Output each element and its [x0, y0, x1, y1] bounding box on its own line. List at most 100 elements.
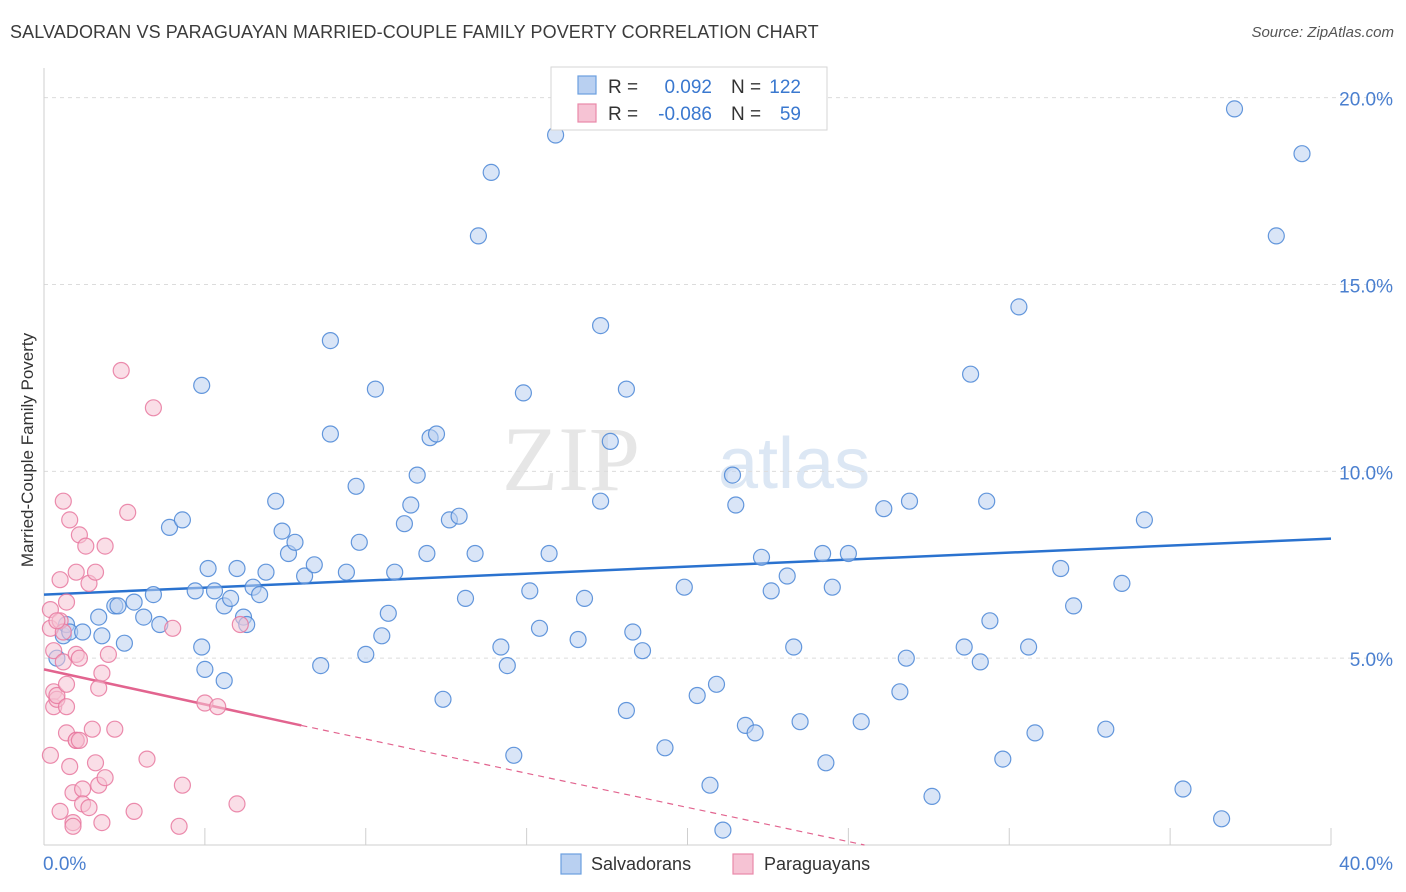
- point-salvadorans-50: [434, 690, 452, 708]
- legend-r-label-2: R =: [608, 104, 638, 125]
- point-paraguayans-43: [112, 361, 130, 380]
- point-salvadorans-4: [73, 623, 92, 641]
- point-salvadorans-98: [923, 787, 941, 806]
- legend-bottom-paraguayans: Paraguayans: [764, 854, 870, 874]
- point-salvadorans-27: [267, 492, 285, 510]
- point-salvadorans-55: [469, 227, 487, 245]
- point-salvadorans-104: [1010, 298, 1028, 316]
- watermark-zip: ZIP: [502, 408, 640, 510]
- point-salvadorans-58: [498, 656, 516, 675]
- point-paraguayans-54: [164, 619, 182, 637]
- series-salvadorans: [48, 100, 1311, 839]
- legend-swatch-salvadorans: [577, 75, 597, 95]
- data-points: [41, 100, 1311, 839]
- point-salvadorans-17: [193, 638, 211, 656]
- point-salvadorans-114: [955, 638, 973, 656]
- point-salvadorans-56: [482, 163, 500, 181]
- point-salvadorans-88: [791, 713, 809, 731]
- point-paraguayans-31: [80, 798, 98, 817]
- point-salvadorans-8: [109, 597, 127, 615]
- point-salvadorans-86: [778, 567, 796, 585]
- point-paraguayans-51: [209, 698, 227, 716]
- point-paraguayans-14: [57, 698, 76, 716]
- point-salvadorans-115: [1225, 100, 1244, 118]
- point-paraguayans-46: [138, 750, 156, 768]
- point-salvadorans-36: [337, 563, 355, 581]
- chart-title: SALVADORAN VS PARAGUAYAN MARRIED-COUPLE …: [10, 22, 819, 42]
- point-salvadorans-22: [228, 559, 246, 578]
- point-salvadorans-33: [312, 656, 330, 675]
- point-paraguayans-21: [67, 563, 85, 581]
- legend-n-label-2: N =: [731, 104, 761, 125]
- point-salvadorans-80: [723, 466, 742, 484]
- point-salvadorans-57: [492, 638, 510, 656]
- point-salvadorans-84: [752, 548, 771, 566]
- point-salvadorans-103: [994, 750, 1012, 768]
- point-salvadorans-117: [1293, 145, 1311, 163]
- point-salvadorans-5: [90, 608, 108, 626]
- point-paraguayans-27: [73, 780, 92, 798]
- point-salvadorans-16: [186, 582, 204, 600]
- point-paraguayans-57: [51, 802, 69, 821]
- point-paraguayans-20: [64, 817, 82, 835]
- point-paraguayans-37: [93, 813, 111, 832]
- point-salvadorans-100: [971, 653, 989, 671]
- point-paraguayans-32: [83, 720, 101, 738]
- point-salvadorans-38: [350, 533, 368, 551]
- legend-r-value-1: 0.092: [664, 77, 712, 98]
- point-salvadorans-94: [875, 500, 893, 518]
- point-salvadorans-83: [746, 724, 764, 742]
- point-salvadorans-68: [591, 492, 610, 510]
- point-salvadorans-63: [540, 544, 558, 563]
- point-salvadorans-109: [1097, 720, 1115, 738]
- point-paraguayans-45: [125, 802, 143, 821]
- legend-n-value-2: 59: [780, 104, 801, 125]
- point-salvadorans-108: [1064, 597, 1083, 615]
- point-salvadorans-15: [173, 511, 191, 529]
- point-salvadorans-30: [286, 533, 304, 551]
- point-salvadorans-79: [714, 821, 732, 839]
- point-salvadorans-14: [160, 518, 179, 537]
- legend-r-label-1: R =: [608, 77, 638, 98]
- point-salvadorans-32: [305, 556, 323, 574]
- point-salvadorans-113: [1113, 574, 1131, 593]
- legend-n-label-1: N =: [731, 77, 761, 98]
- point-paraguayans-44: [119, 503, 137, 522]
- source-label: Source: ZipAtlas.com: [1251, 24, 1394, 41]
- point-salvadorans-10: [125, 593, 143, 611]
- point-paraguayans-58: [70, 731, 89, 750]
- point-salvadorans-42: [379, 604, 397, 622]
- point-paraguayans-11: [54, 653, 72, 671]
- point-salvadorans-37: [347, 477, 365, 495]
- point-salvadorans-90: [817, 754, 835, 772]
- trend-line-paraguayans-extended: [301, 724, 865, 846]
- x-tick-label-min: 0.0%: [43, 854, 86, 875]
- trend-line-paraguayans: [43, 668, 302, 727]
- point-salvadorans-118: [193, 376, 211, 394]
- point-salvadorans-89: [813, 544, 832, 563]
- legend-bottom-salvadorans: Salvadorans: [591, 854, 691, 874]
- point-salvadorans-31: [296, 567, 314, 585]
- point-paraguayans-41: [99, 645, 118, 664]
- legend-bottom-swatch-salvadorans: [560, 853, 582, 875]
- point-paraguayans-35: [90, 679, 108, 697]
- point-salvadorans-99: [961, 365, 980, 383]
- point-salvadorans-46: [408, 466, 426, 484]
- y-tick-label-10: 10.0%: [1339, 463, 1393, 484]
- point-salvadorans-107: [1052, 559, 1070, 578]
- point-salvadorans-26: [257, 563, 275, 581]
- point-salvadorans-59: [505, 746, 523, 764]
- legend-n-value-1: 122: [769, 77, 801, 98]
- point-salvadorans-35: [321, 332, 339, 350]
- point-salvadorans-9: [115, 634, 134, 652]
- point-salvadorans-93: [852, 713, 870, 731]
- point-salvadorans-41: [373, 627, 391, 645]
- point-paraguayans-49: [173, 776, 191, 794]
- point-salvadorans-44: [395, 515, 413, 533]
- point-salvadorans-6: [93, 627, 111, 645]
- point-salvadorans-96: [897, 649, 915, 667]
- point-paraguayans-42: [106, 720, 124, 738]
- series-paraguayans: [41, 361, 249, 835]
- point-salvadorans-76: [688, 686, 706, 705]
